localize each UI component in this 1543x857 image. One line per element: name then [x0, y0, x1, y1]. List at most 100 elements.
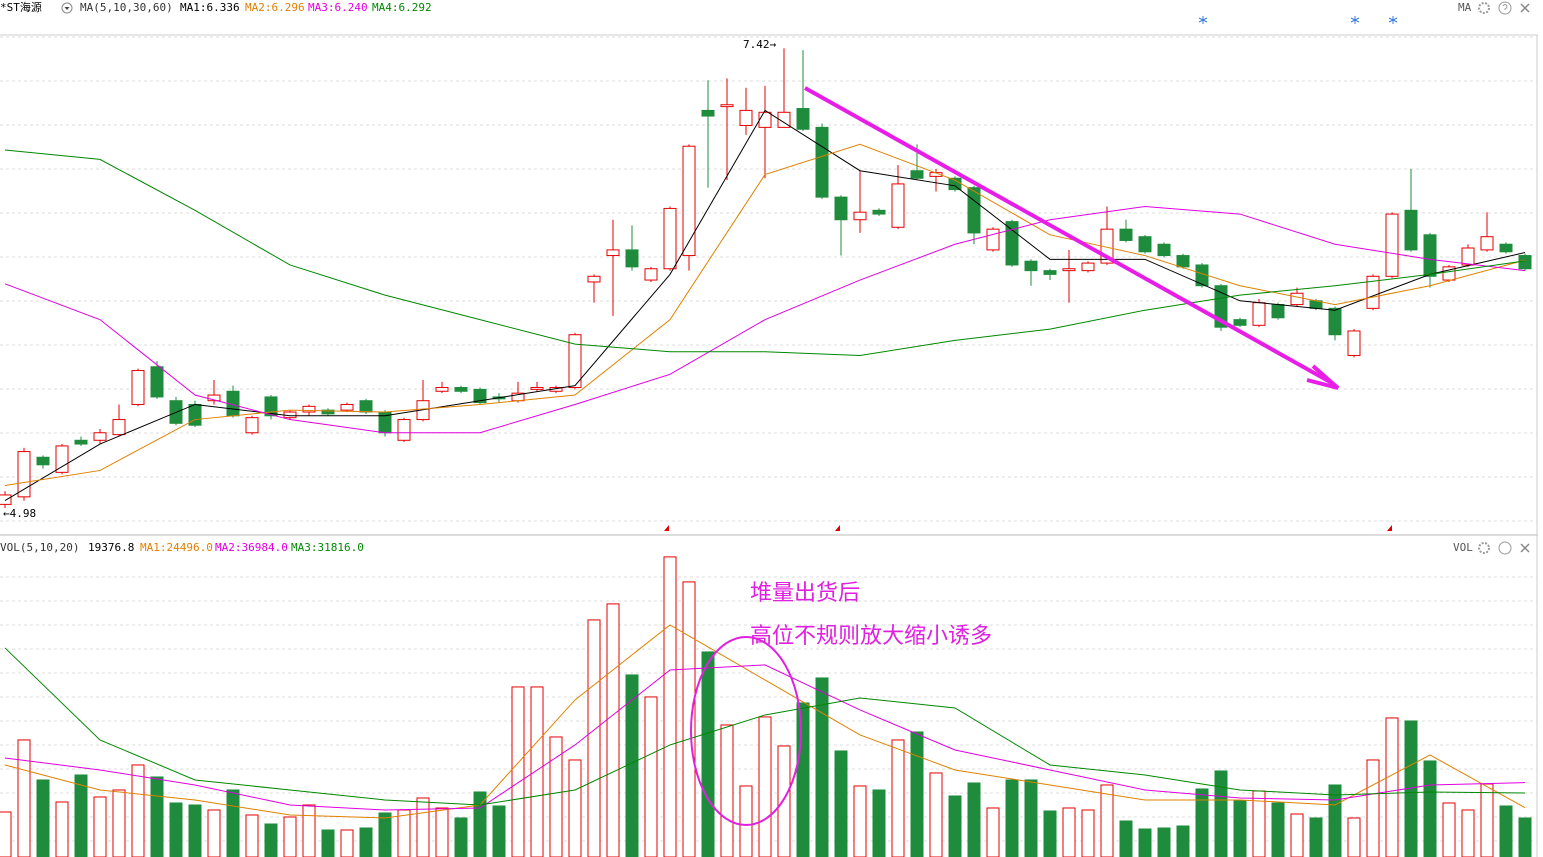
volume-bar	[701, 651, 715, 857]
candle-body	[112, 419, 126, 436]
volume-bar	[1309, 817, 1323, 857]
volume-bar	[245, 814, 259, 857]
volume-bar	[1290, 813, 1304, 857]
volume-bar	[606, 603, 620, 857]
volume-bar	[720, 724, 734, 857]
candle-body	[131, 370, 145, 405]
candle-body	[321, 409, 335, 415]
low-label: ←4.98	[3, 507, 36, 520]
legend-vol-ma2: MA2:36984.0	[215, 541, 288, 554]
ma-line	[4, 206, 1526, 434]
event-markers	[1198, 16, 1398, 24]
candle-body	[473, 388, 487, 404]
vol-indicator-label[interactable]: VOL	[1453, 541, 1473, 554]
volume-bar	[682, 581, 696, 857]
candle-body	[758, 111, 772, 128]
volume-bar	[929, 772, 943, 857]
ma-line	[4, 647, 1526, 806]
volume-bar	[1461, 809, 1475, 857]
volume-bar	[1100, 784, 1114, 857]
volume-bar	[1233, 800, 1247, 857]
event-marker[interactable]	[1350, 16, 1360, 24]
candle-body	[1442, 266, 1456, 281]
volume-bar	[321, 829, 335, 857]
close-icon[interactable]	[1520, 543, 1530, 553]
settings-icon[interactable]	[1478, 542, 1490, 554]
candle-body	[663, 207, 677, 270]
help-icon[interactable]	[1498, 1, 1512, 15]
volume-bar	[967, 782, 981, 857]
volume-bar	[74, 774, 88, 857]
help-icon[interactable]	[1498, 541, 1512, 555]
settings-icon[interactable]	[1478, 2, 1490, 14]
candle-body	[682, 145, 696, 257]
candle-body	[1385, 213, 1399, 277]
candle-body	[625, 249, 639, 268]
ma-line	[4, 664, 1526, 811]
candle-body	[17, 451, 31, 498]
candle-body	[1062, 268, 1076, 272]
candle-body	[1480, 236, 1494, 251]
marker	[835, 525, 840, 531]
candle-body	[796, 108, 810, 130]
volume-bar	[1214, 770, 1228, 857]
bottom-markers	[664, 525, 1392, 531]
candle-body	[1328, 307, 1342, 336]
candle-body	[967, 187, 981, 234]
candle-body	[1252, 302, 1266, 326]
legend-vol-ma3: MA3:31816.0	[291, 541, 364, 554]
candle-body	[150, 366, 164, 398]
candle-body	[74, 439, 88, 445]
volume-bar	[131, 764, 145, 857]
volume-bar	[1499, 805, 1513, 857]
indicator-label[interactable]: MA	[1458, 1, 1472, 14]
candle-body	[1233, 319, 1247, 326]
event-marker[interactable]	[1388, 16, 1398, 24]
volume-bar	[36, 779, 50, 857]
marks	[0, 48, 1532, 857]
candle-body	[815, 126, 829, 198]
volume-bar	[511, 686, 525, 857]
candle-body	[1043, 270, 1057, 275]
volume-bar	[1385, 717, 1399, 857]
stock-title: *ST海源	[0, 0, 42, 14]
volume-bar	[397, 809, 411, 857]
marker	[664, 525, 669, 531]
volume-bar	[378, 812, 392, 857]
volume-bar	[796, 702, 810, 857]
candle-body	[1347, 330, 1361, 356]
candle-body	[55, 445, 69, 473]
marker	[1387, 525, 1392, 531]
candle-body	[644, 268, 658, 281]
dropdown-arrow	[64, 7, 70, 10]
candle-body	[454, 387, 468, 392]
volume-bar	[1328, 784, 1342, 857]
legend-ma3: MA3:6.240	[308, 1, 368, 14]
trend-arrowhead	[1306, 364, 1340, 390]
volume-bar	[188, 804, 202, 857]
candle-body	[1138, 236, 1152, 253]
ma-menu: MA(5,10,30,60)	[80, 1, 173, 14]
close-icon[interactable]	[1520, 3, 1530, 13]
volume-bar	[340, 829, 354, 857]
candle-body	[568, 334, 582, 389]
candle-body	[910, 170, 924, 179]
volume-bar	[568, 759, 582, 857]
volume-bar	[1081, 809, 1095, 857]
high-label: 7.42→	[743, 38, 776, 51]
volume-bar	[264, 823, 278, 857]
candle-body	[606, 249, 620, 257]
volume-bar	[777, 745, 791, 857]
volume-bar	[473, 791, 487, 857]
volume-bar	[150, 776, 164, 857]
volume-bar	[663, 556, 677, 857]
candle-body	[834, 196, 848, 221]
volume-bar	[625, 674, 639, 857]
volume-bar	[1480, 783, 1494, 857]
event-marker[interactable]	[1198, 16, 1208, 24]
candle-body	[872, 209, 886, 215]
volume-bar	[1157, 827, 1171, 857]
volume-bar	[872, 789, 886, 857]
volume-bar	[207, 809, 221, 857]
